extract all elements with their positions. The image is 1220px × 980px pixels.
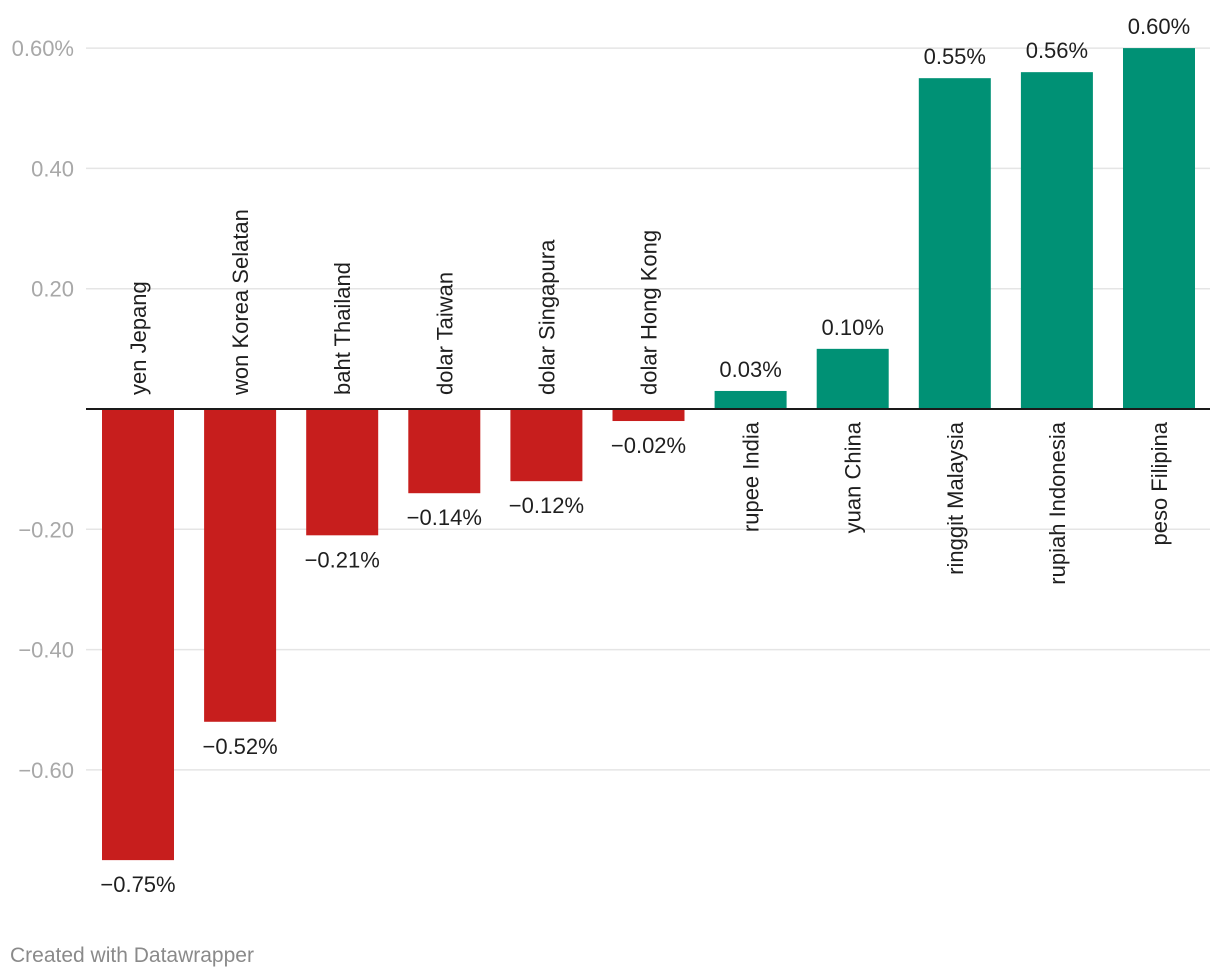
category-label: dolar Singapura <box>534 239 559 395</box>
category-label: dolar Taiwan <box>432 272 457 395</box>
y-tick-label: −0.40 <box>18 638 74 663</box>
bar <box>918 78 991 410</box>
bars <box>86 48 1210 861</box>
bar <box>408 409 481 494</box>
bar-value-label: −0.12% <box>509 493 584 518</box>
bar-value-label: −0.75% <box>100 872 175 897</box>
bar-value-label: −0.52% <box>202 734 277 759</box>
bar-value-label: 0.55% <box>924 44 986 69</box>
category-label: rupee India <box>739 421 764 532</box>
bar-chart: 0.60% 0.40 0.20 −0.20 −0.40 −0.60 −0.75% yen J… <box>12 14 1210 897</box>
bar-value-label: −0.14% <box>407 505 482 530</box>
category-label: ringgit Malaysia <box>943 421 968 575</box>
bar <box>612 409 685 422</box>
bar-value-label: 0.03% <box>719 357 781 382</box>
bar-value-label: −0.21% <box>305 547 380 572</box>
bar-value-label: 0.60% <box>1128 14 1190 39</box>
bar <box>510 409 583 482</box>
bar <box>714 390 787 409</box>
category-label: yuan China <box>841 421 866 533</box>
category-label: won Korea Selatan <box>228 209 253 396</box>
category-label: yen Jepang <box>126 281 151 395</box>
bar <box>306 409 379 536</box>
bar-value-label: −0.02% <box>611 433 686 458</box>
gridlines: 0.60% 0.40 0.20 −0.20 −0.40 −0.60 <box>12 36 1210 783</box>
category-label: rupiah Indonesia <box>1045 421 1070 584</box>
category-label: dolar Hong Kong <box>637 230 662 395</box>
bar-value-label: 0.10% <box>822 315 884 340</box>
bar <box>816 348 889 409</box>
bar-value-label: 0.56% <box>1026 38 1088 63</box>
category-label: peso Filipina <box>1147 421 1172 545</box>
bar <box>204 409 277 722</box>
y-tick-label: −0.20 <box>18 517 74 542</box>
y-tick-label: −0.60 <box>18 758 74 783</box>
labels: −0.75% yen Jepang −0.52% won Korea Selatan −… <box>100 14 1190 897</box>
y-tick-label: 0.60% <box>12 36 74 61</box>
y-tick-label: 0.40 <box>31 156 74 181</box>
category-label: baht Thailand <box>330 262 355 395</box>
bar <box>102 409 174 861</box>
y-tick-label: 0.20 <box>31 277 74 302</box>
credit-footer[interactable]: Created with Datawrapper <box>10 944 254 967</box>
bar <box>1123 48 1195 409</box>
bar <box>1020 72 1093 409</box>
